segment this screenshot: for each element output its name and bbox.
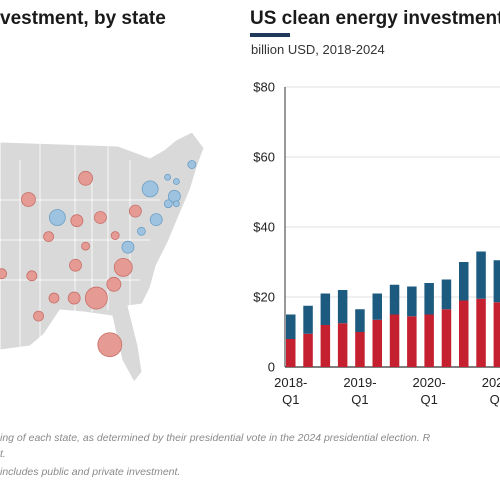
bar-segment-blue <box>372 293 382 320</box>
state-bubble <box>187 160 197 169</box>
bar-segment-blue <box>476 251 486 299</box>
bar-segment-blue <box>459 262 469 301</box>
bar-segment-blue <box>493 260 500 303</box>
state-bubble <box>48 292 60 304</box>
footnote-line-2: t. <box>0 448 6 460</box>
chart-subtitle: billion USD, 2018-2024 <box>251 42 385 57</box>
bar-segment-red <box>459 300 469 367</box>
footnote-line-3: includes public and private investment. <box>0 466 181 478</box>
state-bubble <box>172 200 180 208</box>
state-bubble <box>67 291 81 305</box>
state-bubble <box>164 173 172 181</box>
x-tick-label: 2018- <box>274 375 307 390</box>
us-state-bubble-map <box>0 131 205 383</box>
y-tick-label: 0 <box>268 360 275 375</box>
x-tick-label: Q1 <box>351 392 368 407</box>
bar-segment-red <box>441 309 452 367</box>
state-bubble <box>78 170 94 186</box>
state-bubble <box>172 178 180 185</box>
state-bubble <box>141 180 159 198</box>
bar-segment-blue <box>407 286 417 317</box>
state-bubble <box>0 268 7 280</box>
state-bubble <box>110 231 120 240</box>
x-tick-label: 2019- <box>343 375 376 390</box>
y-tick-label: $60 <box>253 150 275 165</box>
bar-segment-blue <box>303 305 313 334</box>
state-bubble <box>69 258 82 272</box>
bar-segment-blue <box>441 279 452 310</box>
bar-segment-red <box>355 332 365 367</box>
state-bubble <box>121 240 135 254</box>
map-title: vestment, by state <box>0 8 166 29</box>
state-bubble <box>70 214 84 228</box>
bar-segment-red <box>407 316 417 367</box>
state-bubble <box>163 199 173 209</box>
stacked-bar-chart: 0 $20 $40 $60 $80 2018- Q1 2019- Q1 2020- Q1 2021-… <box>253 80 500 407</box>
state-bubble <box>128 204 142 218</box>
bar-segment-red <box>303 333 313 367</box>
state-bubble <box>113 257 133 277</box>
bar-segment-red <box>476 298 486 367</box>
y-tick-label: $80 <box>253 80 275 95</box>
state-bubble <box>97 332 123 358</box>
x-tick-label: Q1 <box>282 392 299 407</box>
y-tick-label: $20 <box>253 290 275 305</box>
state-bubble <box>33 310 44 322</box>
bar-segment-blue <box>337 290 348 324</box>
bar-layer <box>286 251 500 367</box>
bar-segment-blue <box>320 293 331 325</box>
bar-segment-red <box>286 339 296 367</box>
chart-title: US clean energy investment, <box>250 8 500 29</box>
bubble-layer <box>0 160 197 358</box>
title-accent-rule <box>250 33 290 37</box>
x-tick-label: Q1 <box>490 392 500 407</box>
state-bubble <box>93 211 107 224</box>
y-axis-tick-labels: 0 $20 $40 $60 $80 <box>253 80 275 375</box>
bar-segment-red <box>493 302 500 367</box>
footnote-line-1: ing of each state, as determined by thei… <box>0 432 431 444</box>
bar-segment-blue <box>424 283 434 315</box>
bar-segment-blue <box>355 309 365 332</box>
state-bubble <box>81 241 91 251</box>
state-bubble <box>84 286 108 310</box>
bar-segment-blue <box>389 284 400 315</box>
bar-segment-red <box>337 323 348 367</box>
state-bubble <box>48 209 66 226</box>
bar-segment-red <box>424 314 434 367</box>
state-bubble <box>26 270 38 282</box>
state-bubble <box>21 192 36 207</box>
y-tick-label: $40 <box>253 220 275 235</box>
bar-segment-red <box>320 325 331 367</box>
x-tick-label: 2020- <box>413 375 446 390</box>
x-axis-tick-labels: 2018- Q1 2019- Q1 2020- Q1 2021- Q1 <box>274 375 500 407</box>
bar-segment-red <box>389 314 400 367</box>
bar-segment-blue <box>286 314 296 339</box>
x-tick-label: 2021- <box>482 375 500 390</box>
bar-segment-red <box>372 319 382 367</box>
state-bubble <box>137 226 146 236</box>
state-bubble <box>149 213 163 227</box>
x-tick-label: Q1 <box>420 392 437 407</box>
state-bubble <box>106 276 122 292</box>
state-bubble <box>43 231 55 242</box>
